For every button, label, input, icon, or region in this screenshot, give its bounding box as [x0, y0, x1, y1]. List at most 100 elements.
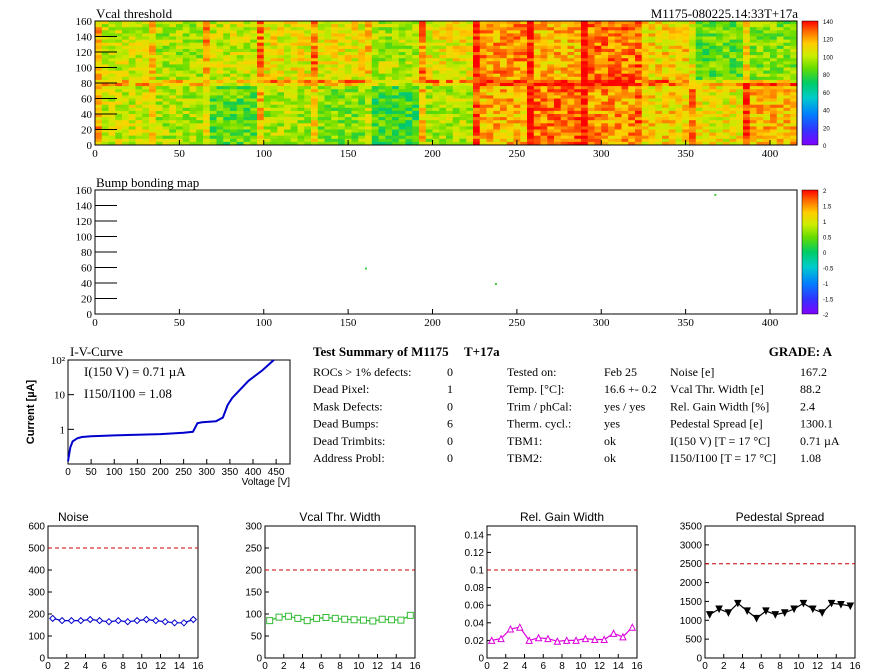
- noise-data-point: [77, 616, 85, 625]
- heatmap-cell: [122, 58, 130, 62]
- heatmap-cell: [405, 135, 413, 140]
- heatmap-cell: [371, 107, 379, 112]
- heatmap-cell: [412, 61, 420, 65]
- heatmap-cell: [621, 45, 629, 50]
- heatmap-cell: [581, 92, 589, 96]
- heatmap-cell: [439, 33, 447, 37]
- heatmap-cell: [95, 86, 103, 90]
- heatmap-cell: [473, 70, 481, 75]
- heatmap-cell: [513, 30, 521, 34]
- heatmap-cell: [290, 135, 298, 140]
- heatmap-cell: [371, 135, 379, 140]
- heatmap-cell: [743, 123, 751, 127]
- heatmap-cell: [668, 55, 676, 59]
- heatmap-cell: [216, 30, 224, 34]
- heatmap-cell: [743, 64, 751, 68]
- heatmap-cell: [263, 45, 271, 50]
- heatmap-cell: [297, 101, 305, 106]
- heatmap-cell: [567, 76, 575, 81]
- heatmap-cell: [506, 92, 514, 96]
- heatmap-cell: [648, 95, 656, 99]
- heatmap-cell: [385, 83, 393, 87]
- heatmap-cell: [702, 120, 710, 124]
- heatmap-cell: [520, 89, 528, 93]
- heatmap-cell: [770, 89, 778, 93]
- heatmap-cell: [743, 33, 751, 37]
- heatmap-cell: [736, 117, 744, 121]
- heatmap-cell: [419, 79, 427, 84]
- heatmap-cell: [729, 101, 737, 106]
- heatmap-cell: [230, 117, 238, 121]
- heatmap-cell: [783, 67, 791, 71]
- heatmap-cell: [547, 33, 555, 37]
- heatmap-cell: [783, 45, 791, 50]
- heatmap-cell: [250, 64, 258, 68]
- heatmap-cell: [520, 135, 528, 140]
- heatmap-cell: [203, 55, 211, 59]
- heatmap-cell: [614, 114, 622, 118]
- heatmap-cell: [743, 117, 751, 121]
- heatmap-cell: [452, 92, 460, 96]
- heatmap-cell: [290, 120, 298, 124]
- heatmap-cell: [547, 129, 555, 133]
- heatmap-cell: [358, 64, 366, 68]
- heatmap-cell: [695, 76, 703, 81]
- heatmap-cell: [304, 132, 312, 137]
- heatmap-cell: [216, 117, 224, 121]
- heatmap-cell: [493, 86, 501, 90]
- heatmap-cell: [554, 21, 562, 25]
- heatmap-cell: [608, 117, 616, 121]
- heatmap-cell: [756, 70, 764, 75]
- heatmap-cell: [223, 76, 231, 81]
- heatmap-cell: [297, 55, 305, 59]
- heatmap-cell: [668, 52, 676, 56]
- vcal-width-data-point: [266, 617, 274, 625]
- heatmap-cell: [223, 30, 231, 34]
- pedestal-spread-title: Pedestal Spread: [736, 510, 825, 524]
- heatmap-cell: [169, 39, 177, 44]
- heatmap-cell: [371, 45, 379, 50]
- heatmap-cell: [405, 126, 413, 130]
- heatmap-cell: [189, 135, 197, 140]
- heatmap-cell: [365, 86, 373, 90]
- summary-col1-value: 6: [447, 417, 453, 431]
- heatmap-cell: [297, 141, 305, 146]
- heatmap-cell: [230, 27, 238, 31]
- heatmap-cell: [351, 42, 359, 47]
- heatmap-cell: [702, 79, 710, 84]
- heatmap-cell: [331, 52, 339, 56]
- heatmap-cell: [682, 79, 690, 84]
- heatmap-cell: [473, 48, 481, 53]
- heatmap-cell: [297, 39, 305, 44]
- heatmap-cell: [668, 58, 676, 62]
- heatmap-cell: [324, 141, 332, 146]
- heatmap-cell: [344, 39, 352, 44]
- heatmap-cell: [459, 48, 467, 53]
- pedestal-spread-ytick-label: 2000: [680, 578, 703, 589]
- heatmap-cell: [635, 42, 643, 47]
- heatmap-cell: [446, 86, 454, 90]
- heatmap-cell: [95, 101, 103, 106]
- heatmap-cell: [182, 126, 190, 130]
- heatmap-cell: [317, 114, 325, 118]
- heatmap-cell: [513, 39, 521, 44]
- heatmap-cell: [351, 92, 359, 96]
- heatmap-cell: [95, 141, 103, 146]
- heatmap-cell: [776, 39, 784, 44]
- heatmap-cell: [338, 27, 346, 31]
- heatmap-cell: [527, 45, 535, 50]
- heatmap-cell: [783, 132, 791, 137]
- heatmap-cell: [479, 132, 487, 137]
- noise-ytick-label: 300: [28, 588, 45, 599]
- vcal-width-series-line: [269, 614, 411, 622]
- heatmap-cell: [608, 98, 616, 102]
- heatmap-cell: [628, 89, 636, 93]
- heatmap-cell: [344, 89, 352, 93]
- heatmap-cell: [176, 45, 184, 50]
- heatmap-cell: [344, 120, 352, 124]
- heatmap-cell: [284, 120, 292, 124]
- heatmap-cell: [493, 129, 501, 133]
- heatmap-cell: [486, 132, 494, 137]
- heatmap-cell: [203, 70, 211, 75]
- heatmap-cell: [169, 135, 177, 140]
